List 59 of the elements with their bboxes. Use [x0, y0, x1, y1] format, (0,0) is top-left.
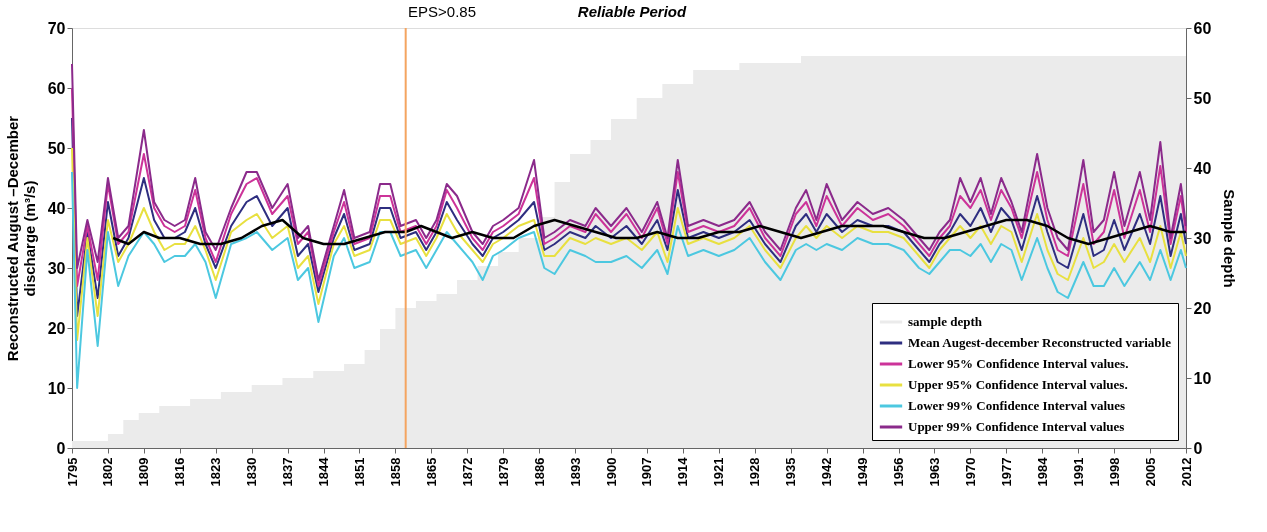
x-tick-label: 1879: [495, 457, 511, 487]
x-tick-label: 1942: [819, 457, 835, 487]
legend-label: Lower 95% Confidence Interval values.: [908, 356, 1129, 371]
legend-label: Mean Augest-december Reconstructed variable: [908, 335, 1172, 350]
x-tick-label: 1851: [351, 457, 367, 487]
x-tick-label: 1956: [891, 457, 907, 487]
x-tick-label: 1907: [639, 457, 655, 487]
x-tick-label: 1837: [280, 457, 296, 487]
y-tick-label: 40: [47, 199, 66, 217]
legend-label: Upper 95% Confidence Interval values.: [908, 377, 1128, 392]
x-tick-label: 1977: [998, 457, 1014, 487]
x-tick-label: 1893: [567, 457, 583, 487]
y2-tick-label: 30: [1193, 229, 1212, 247]
y2-tick-label: 60: [1193, 19, 1212, 37]
y2-axis-title: Sample depth: [1221, 189, 1239, 288]
y2-tick-label: 40: [1193, 159, 1212, 177]
x-tick-label: 1795: [64, 457, 80, 487]
x-tick-label: 1823: [208, 457, 224, 487]
y-tick-label: 0: [56, 439, 66, 457]
legend-label: Upper 99% Confidence Interval values: [908, 419, 1125, 434]
x-tick-label: 2012: [1178, 457, 1194, 487]
x-tick-label: 1802: [100, 457, 116, 487]
x-tick-label: 2005: [1142, 457, 1158, 487]
y2-tick-label: 20: [1193, 299, 1212, 317]
x-tick-label: 1900: [603, 457, 619, 487]
x-tick-label: 1830: [244, 457, 260, 487]
x-tick-label: 1984: [1034, 456, 1050, 487]
legend-label: sample depth: [908, 314, 983, 329]
x-tick-label: 1858: [387, 457, 403, 487]
y-tick-label: 30: [47, 259, 66, 277]
x-tick-label: 1998: [1106, 457, 1122, 487]
x-tick-label: 1991: [1070, 457, 1086, 487]
x-tick-label: 1970: [962, 457, 978, 487]
x-tick-label: 1949: [855, 457, 871, 487]
text: Reliable Period: [577, 3, 688, 20]
x-tick-label: 1844: [316, 456, 332, 487]
y-tick-label: 10: [47, 379, 66, 397]
x-tick-label: 1921: [711, 457, 727, 487]
x-tick-label: 1886: [531, 457, 547, 487]
y-tick-label: 70: [47, 19, 66, 37]
x-tick-label: 1809: [136, 457, 152, 487]
legend-label: Lower 99% Confidence Interval values: [908, 398, 1126, 413]
x-tick-label: 1935: [783, 457, 799, 487]
x-tick-label: 1865: [423, 457, 439, 487]
y2-tick-label: 50: [1193, 89, 1212, 107]
line-series: [111, 218, 1188, 246]
y2-tick-label: 10: [1193, 369, 1212, 387]
y-axis-title: Reconstructed August –December discharge (m³/s): [3, 115, 38, 362]
y-tick-label: 60: [47, 79, 66, 97]
y-tick-label: 20: [47, 319, 66, 337]
x-tick-label: 1963: [926, 457, 942, 487]
text: EPS>0.85: [408, 3, 476, 20]
x-tick-label: 1872: [459, 457, 475, 487]
y2-tick-label: 0: [1193, 439, 1203, 457]
x-tick-label: 1816: [172, 457, 188, 487]
x-tick-label: 1928: [747, 457, 763, 487]
x-tick-label: 1914: [675, 456, 691, 487]
y-tick-label: 50: [47, 139, 66, 157]
line-series: [71, 117, 1187, 317]
